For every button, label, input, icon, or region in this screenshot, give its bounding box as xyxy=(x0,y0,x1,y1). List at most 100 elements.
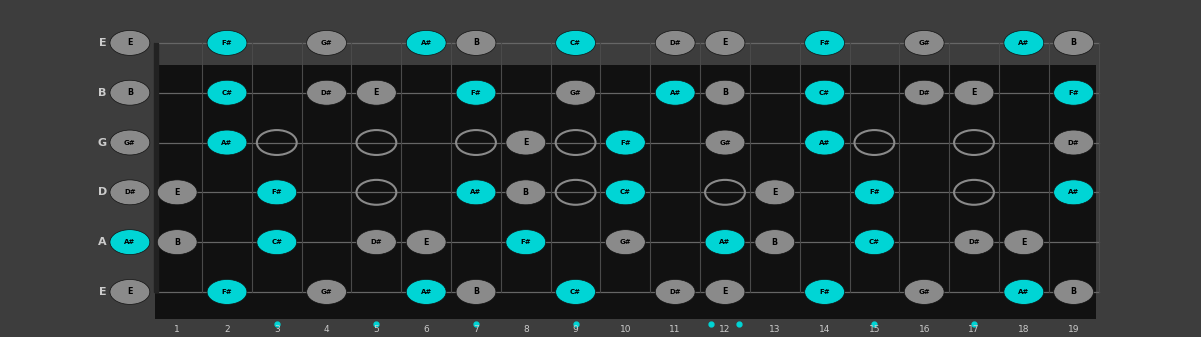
Text: 3: 3 xyxy=(274,325,280,334)
Text: D#: D# xyxy=(919,90,930,96)
Text: 19: 19 xyxy=(1068,325,1080,334)
Text: A#: A# xyxy=(471,189,482,195)
Text: C#: C# xyxy=(819,90,830,96)
Ellipse shape xyxy=(506,130,545,155)
Text: E: E xyxy=(772,188,777,197)
Ellipse shape xyxy=(605,230,645,254)
Ellipse shape xyxy=(456,30,496,55)
Text: B: B xyxy=(522,188,528,197)
Text: E: E xyxy=(722,287,728,297)
Ellipse shape xyxy=(110,230,150,254)
Ellipse shape xyxy=(656,279,695,304)
Text: D#: D# xyxy=(1068,140,1080,146)
Text: 13: 13 xyxy=(769,325,781,334)
Ellipse shape xyxy=(805,130,844,155)
Ellipse shape xyxy=(755,230,795,254)
Ellipse shape xyxy=(1053,30,1094,55)
Ellipse shape xyxy=(157,180,197,205)
Ellipse shape xyxy=(1053,80,1094,105)
Text: A#: A# xyxy=(1018,40,1029,46)
Text: E: E xyxy=(127,38,132,48)
Text: G#: G# xyxy=(321,40,333,46)
Ellipse shape xyxy=(306,279,347,304)
Text: A#: A# xyxy=(1068,189,1080,195)
Ellipse shape xyxy=(257,230,297,254)
Ellipse shape xyxy=(605,180,645,205)
Text: A#: A# xyxy=(719,239,730,245)
Ellipse shape xyxy=(406,279,446,304)
Ellipse shape xyxy=(656,80,695,105)
Ellipse shape xyxy=(357,230,396,254)
Text: A#: A# xyxy=(221,140,233,146)
Ellipse shape xyxy=(1004,279,1044,304)
Text: G#: G# xyxy=(719,140,731,146)
Ellipse shape xyxy=(854,230,895,254)
Text: 11: 11 xyxy=(669,325,681,334)
Ellipse shape xyxy=(110,180,150,205)
Text: 2: 2 xyxy=(225,325,229,334)
Text: 17: 17 xyxy=(968,325,980,334)
Text: E: E xyxy=(424,238,429,247)
Text: E: E xyxy=(374,88,380,97)
Text: 9: 9 xyxy=(573,325,579,334)
Ellipse shape xyxy=(1004,30,1044,55)
Text: B: B xyxy=(772,238,778,247)
Text: 16: 16 xyxy=(919,325,930,334)
Text: D#: D# xyxy=(321,90,333,96)
Ellipse shape xyxy=(705,80,745,105)
Text: C#: C# xyxy=(620,189,631,195)
Text: 15: 15 xyxy=(868,325,880,334)
Text: C#: C# xyxy=(570,289,581,295)
Text: F#: F# xyxy=(1069,90,1078,96)
Ellipse shape xyxy=(705,279,745,304)
Ellipse shape xyxy=(1053,130,1094,155)
Text: A#: A# xyxy=(819,140,830,146)
Ellipse shape xyxy=(406,30,446,55)
Text: 5: 5 xyxy=(374,325,380,334)
Ellipse shape xyxy=(110,279,150,304)
Ellipse shape xyxy=(805,80,844,105)
Text: 14: 14 xyxy=(819,325,830,334)
Text: F#: F# xyxy=(222,40,232,46)
Text: A#: A# xyxy=(124,239,136,245)
Text: F#: F# xyxy=(271,189,282,195)
Text: F#: F# xyxy=(819,289,830,295)
Text: F#: F# xyxy=(870,189,879,195)
Ellipse shape xyxy=(904,30,944,55)
Ellipse shape xyxy=(904,279,944,304)
Text: 10: 10 xyxy=(620,325,632,334)
FancyBboxPatch shape xyxy=(77,34,1125,331)
Text: 8: 8 xyxy=(522,325,528,334)
Ellipse shape xyxy=(805,279,844,304)
Text: G: G xyxy=(98,137,107,148)
Ellipse shape xyxy=(207,80,247,105)
Text: D#: D# xyxy=(124,189,136,195)
Ellipse shape xyxy=(306,30,347,55)
Ellipse shape xyxy=(904,80,944,105)
Ellipse shape xyxy=(207,30,247,55)
Text: D#: D# xyxy=(669,40,681,46)
Text: A#: A# xyxy=(1018,289,1029,295)
Ellipse shape xyxy=(805,30,844,55)
Text: E: E xyxy=(98,287,107,297)
Ellipse shape xyxy=(110,80,150,105)
Ellipse shape xyxy=(406,230,446,254)
Text: 6: 6 xyxy=(423,325,429,334)
Text: E: E xyxy=(722,38,728,48)
Ellipse shape xyxy=(506,180,545,205)
Ellipse shape xyxy=(357,80,396,105)
Ellipse shape xyxy=(257,180,297,205)
Ellipse shape xyxy=(157,230,197,254)
Ellipse shape xyxy=(954,80,994,105)
Text: G#: G# xyxy=(124,140,136,146)
Text: 4: 4 xyxy=(324,325,329,334)
Text: C#: C# xyxy=(221,90,233,96)
Text: F#: F# xyxy=(222,289,232,295)
FancyBboxPatch shape xyxy=(155,65,1097,319)
Text: D#: D# xyxy=(968,239,980,245)
Text: A: A xyxy=(98,237,107,247)
Text: C#: C# xyxy=(271,239,282,245)
Ellipse shape xyxy=(456,80,496,105)
Text: 12: 12 xyxy=(719,325,730,334)
Ellipse shape xyxy=(556,80,596,105)
